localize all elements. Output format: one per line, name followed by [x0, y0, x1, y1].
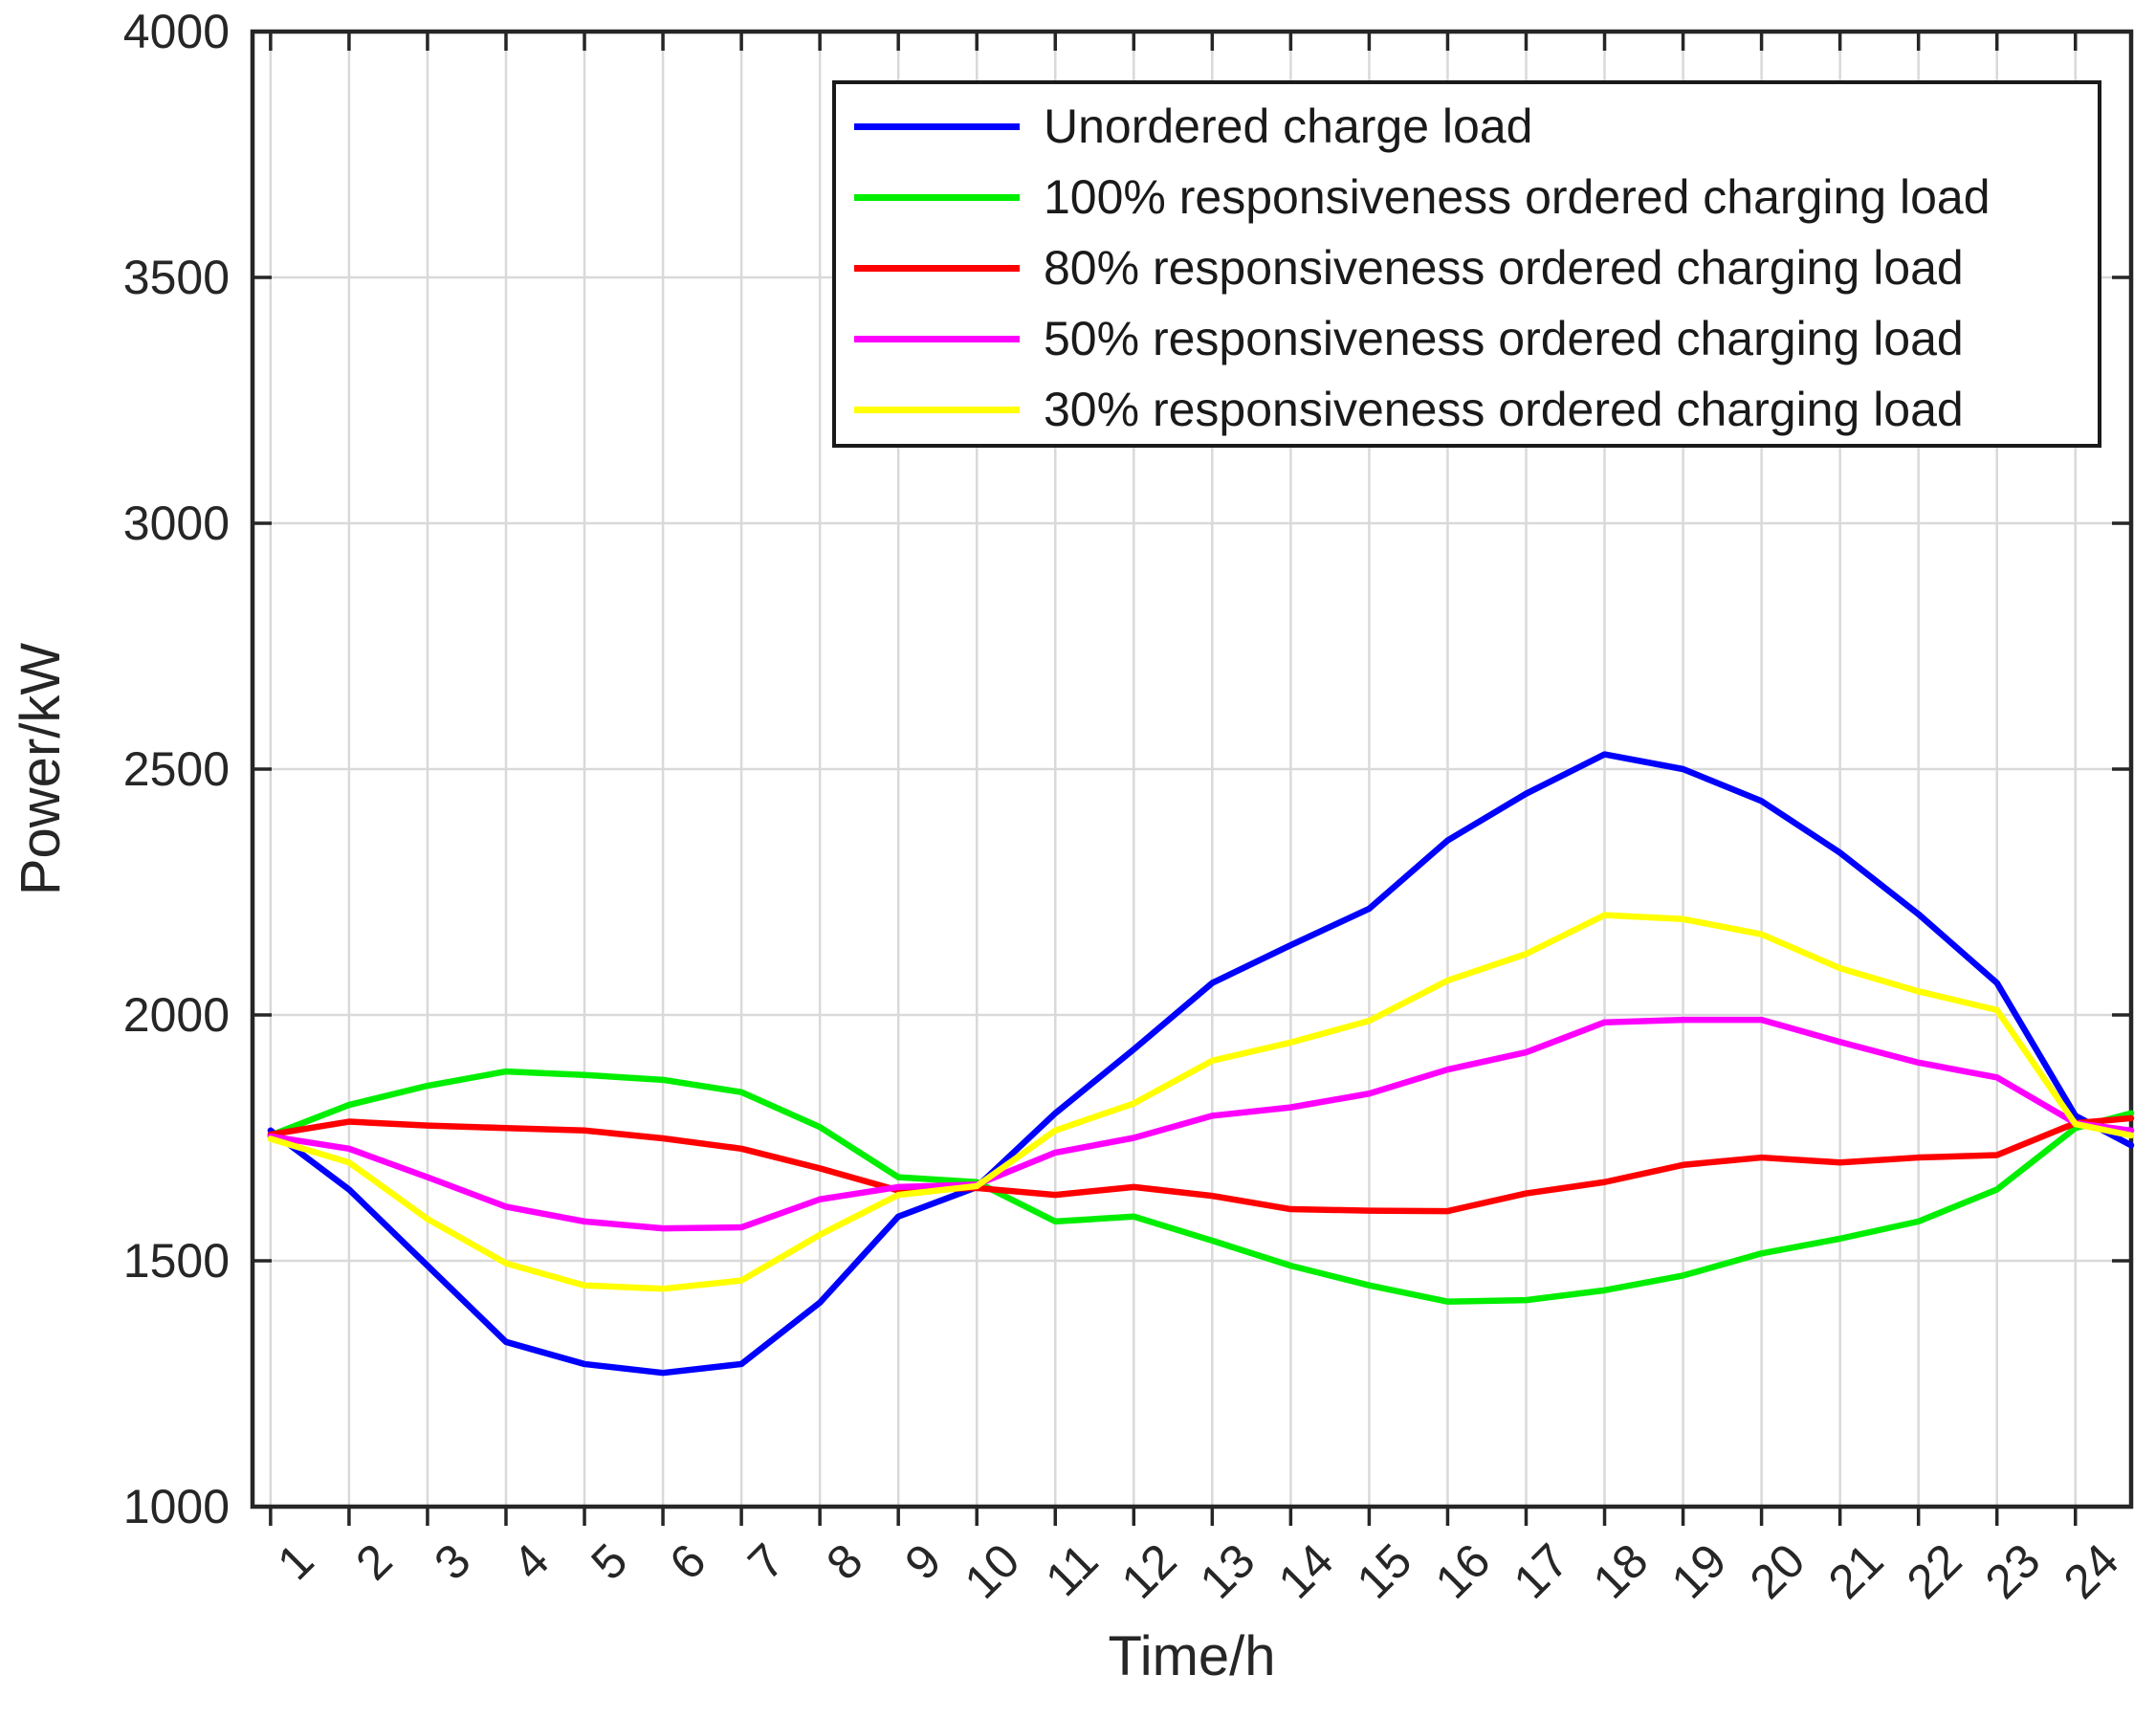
- y-tick-label: 1000: [122, 1480, 230, 1533]
- legend-line-swatch: [854, 335, 1020, 342]
- legend-line-swatch: [854, 122, 1020, 130]
- series-line-1: [267, 1068, 2135, 1305]
- legend-label: 100% responsiveness ordered charging loa…: [1044, 170, 1991, 224]
- series-line-4: [267, 912, 2135, 1292]
- legend-label: Unordered charge load: [1044, 99, 1533, 153]
- y-tick-label: 2000: [122, 988, 230, 1042]
- legend-item-3: 50% responsiveness ordered charging load: [836, 303, 2098, 374]
- y-tick-label: 2500: [122, 742, 230, 796]
- series-line-0: [267, 751, 2135, 1377]
- legend-label: 30% responsiveness ordered charging load: [1044, 383, 1964, 436]
- axes-box: [250, 29, 2134, 1510]
- legend-line-swatch: [854, 406, 1020, 413]
- legend-label: 50% responsiveness ordered charging load: [1044, 312, 1964, 365]
- legend-line-swatch: [854, 264, 1020, 272]
- legend-label: 80% responsiveness ordered charging load: [1044, 241, 1964, 295]
- y-axis-label: Power/kW: [10, 642, 72, 896]
- legend-item-1: 100% responsiveness ordered charging loa…: [836, 162, 2098, 232]
- y-tick-label: 1500: [122, 1234, 230, 1288]
- legend: Unordered charge load 100% responsiveness…: [832, 80, 2101, 448]
- y-tick-label: 4000: [122, 5, 230, 58]
- y-tick-label: 3000: [122, 496, 230, 550]
- series-line-2: [267, 1114, 2135, 1215]
- legend-item-2: 80% responsiveness ordered charging load: [836, 232, 2098, 303]
- series-line-3: [267, 1016, 2135, 1232]
- x-axis-label: Time/h: [1108, 1625, 1276, 1687]
- legend-line-swatch: [854, 193, 1020, 201]
- y-tick-label: 3500: [122, 251, 230, 304]
- legend-item-4: 30% responsiveness ordered charging load: [836, 374, 2098, 445]
- legend-item-0: Unordered charge load: [836, 91, 2098, 162]
